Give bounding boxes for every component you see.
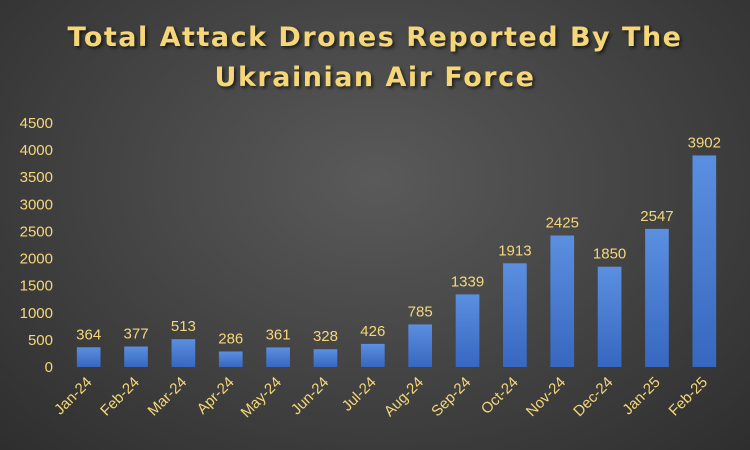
chart-title-line-1: Total Attack Drones Reported By The (67, 22, 683, 53)
x-axis: Jan-24 Feb-24 Mar-24 Apr-24 May-24 Jun-24 Jul-… (51, 374, 711, 421)
y-tick-label: 3000 (20, 196, 53, 213)
data-label: 377 (124, 326, 149, 343)
y-tick-label: 0 (45, 359, 53, 376)
x-tick-label: Jul-24 (339, 374, 380, 415)
y-tick-label: 2500 (20, 223, 53, 240)
chart-title: Total Attack Drones Reported By The Ukra… (0, 18, 750, 98)
x-tick-label: Feb-25 (666, 374, 712, 420)
x-tick-label: Oct-24 (478, 374, 522, 418)
x-tick-label: Nov-24 (523, 374, 569, 420)
y-tick-label: 1500 (20, 278, 53, 295)
y-axis: 0 500 1000 1500 2000 2500 3000 3500 4000 4500 (20, 115, 53, 376)
y-tick-label: 2000 (20, 251, 53, 268)
bar (266, 347, 290, 367)
data-label: 1850 (593, 246, 626, 263)
data-label: 1339 (451, 273, 484, 290)
x-tick-label: May-24 (238, 374, 285, 421)
bar (76, 347, 101, 367)
x-tick-label: Dec-24 (570, 374, 616, 420)
x-tick-label: Mar-24 (145, 374, 191, 420)
y-tick-label: 3500 (20, 169, 53, 186)
data-label: 1913 (498, 242, 531, 259)
bar (171, 339, 196, 367)
data-labels: 364 377 513 286 361 328 426 785 1339 1913 2425 1850… (76, 134, 721, 347)
y-tick-label: 4500 (20, 115, 53, 132)
data-label: 3902 (688, 134, 721, 151)
data-label: 361 (266, 326, 291, 343)
data-label: 513 (171, 318, 196, 335)
bar (455, 294, 480, 367)
y-tick-label: 1000 (20, 305, 53, 322)
bar (645, 228, 669, 367)
data-label: 426 (360, 323, 385, 340)
x-tick-label: Feb-24 (97, 374, 143, 420)
bar (313, 349, 338, 367)
bar (692, 155, 717, 367)
y-tick-label: 500 (28, 332, 53, 349)
x-tick-label: Jan-24 (51, 374, 95, 418)
bar (550, 235, 575, 367)
x-tick-label: Jan-25 (619, 374, 663, 418)
data-label: 364 (76, 326, 101, 343)
x-tick-label: Jun-24 (288, 374, 332, 418)
bars (76, 155, 717, 367)
bar (503, 263, 527, 367)
data-label: 328 (313, 328, 338, 345)
data-label: 785 (408, 303, 433, 320)
y-tick-label: 4000 (20, 142, 53, 159)
bar (218, 351, 243, 367)
data-label: 286 (218, 330, 243, 347)
x-tick-label: Aug-24 (381, 374, 427, 420)
chart-title-line-2: Ukrainian Air Force (214, 62, 536, 93)
bar (597, 266, 622, 367)
bar (360, 343, 385, 367)
bar (124, 346, 148, 367)
bar (408, 324, 433, 367)
x-tick-label: Sep-24 (428, 374, 474, 420)
data-label: 2425 (546, 215, 579, 232)
data-label: 2547 (640, 208, 673, 225)
x-tick-label: Apr-24 (194, 374, 238, 418)
